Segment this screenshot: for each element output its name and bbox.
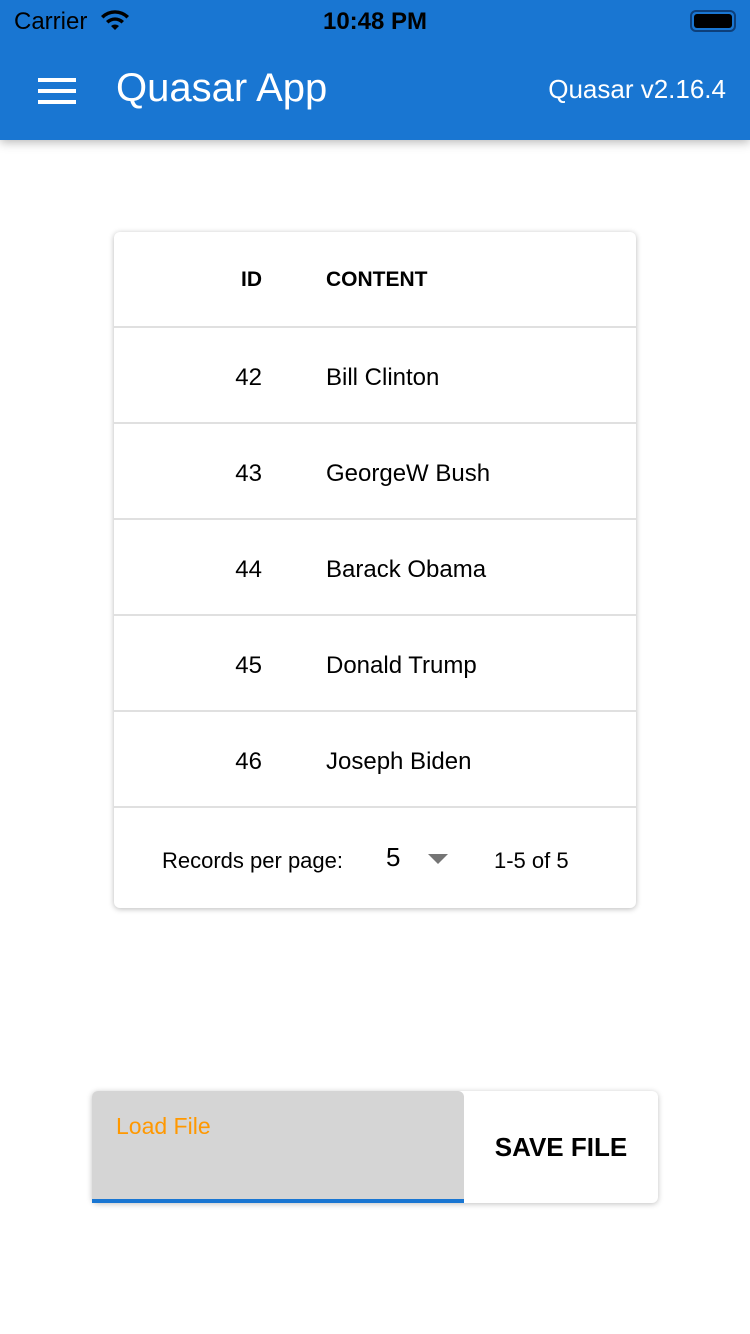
carrier-label: Carrier <box>14 8 88 35</box>
records-per-page-select[interactable]: 5 <box>386 842 401 872</box>
table-row: 44 Barack Obama <box>114 520 636 616</box>
cell-content: Bill Clinton <box>326 364 440 391</box>
save-file-button[interactable]: SAVE FILE <box>494 1131 628 1162</box>
column-header-content[interactable]: CONTENT <box>326 268 428 291</box>
cell-content: Joseph Biden <box>326 748 472 775</box>
cell-content: Barack Obama <box>326 556 487 583</box>
column-header-id[interactable]: ID <box>241 268 262 291</box>
menu-icon[interactable] <box>38 78 76 104</box>
cell-content: Donald Trump <box>326 652 477 679</box>
caret-down-icon[interactable] <box>428 854 448 864</box>
app-header: Carrier 10:48 PM Quasar App Quasar v2.16… <box>0 0 750 140</box>
load-file-label: Load File <box>116 1113 211 1139</box>
load-file-input[interactable]: Load File <box>92 1091 464 1203</box>
wifi-icon <box>101 10 129 30</box>
records-per-page-label: Records per page: <box>162 848 343 873</box>
app-title: Quasar App <box>116 66 328 110</box>
cell-id: 45 <box>235 652 262 679</box>
cell-id: 42 <box>235 364 262 391</box>
clock: 10:48 PM <box>322 8 428 35</box>
battery-icon <box>690 10 736 32</box>
table-row: 45 Donald Trump <box>114 616 636 712</box>
status-bar: Carrier 10:48 PM <box>0 6 750 36</box>
version-label: Quasar v2.16.4 <box>548 74 726 104</box>
cell-id: 43 <box>235 460 262 487</box>
table-row: 42 Bill Clinton <box>114 328 636 424</box>
table-row: 46 Joseph Biden <box>114 712 636 808</box>
file-actions: Load File SAVE FILE <box>92 1091 658 1203</box>
cell-content: GeorgeW Bush <box>326 460 491 487</box>
pagination-range: 1-5 of 5 <box>494 848 569 873</box>
cell-id: 46 <box>235 748 262 775</box>
cell-id: 44 <box>235 556 262 583</box>
table-row: 43 GeorgeW Bush <box>114 424 636 520</box>
data-table: ID CONTENT 42 Bill Clinton 43 GeorgeW Bu… <box>114 232 636 908</box>
table-pagination: Records per page: 5 1-5 of 5 <box>114 808 636 908</box>
table-header: ID CONTENT <box>114 232 636 328</box>
